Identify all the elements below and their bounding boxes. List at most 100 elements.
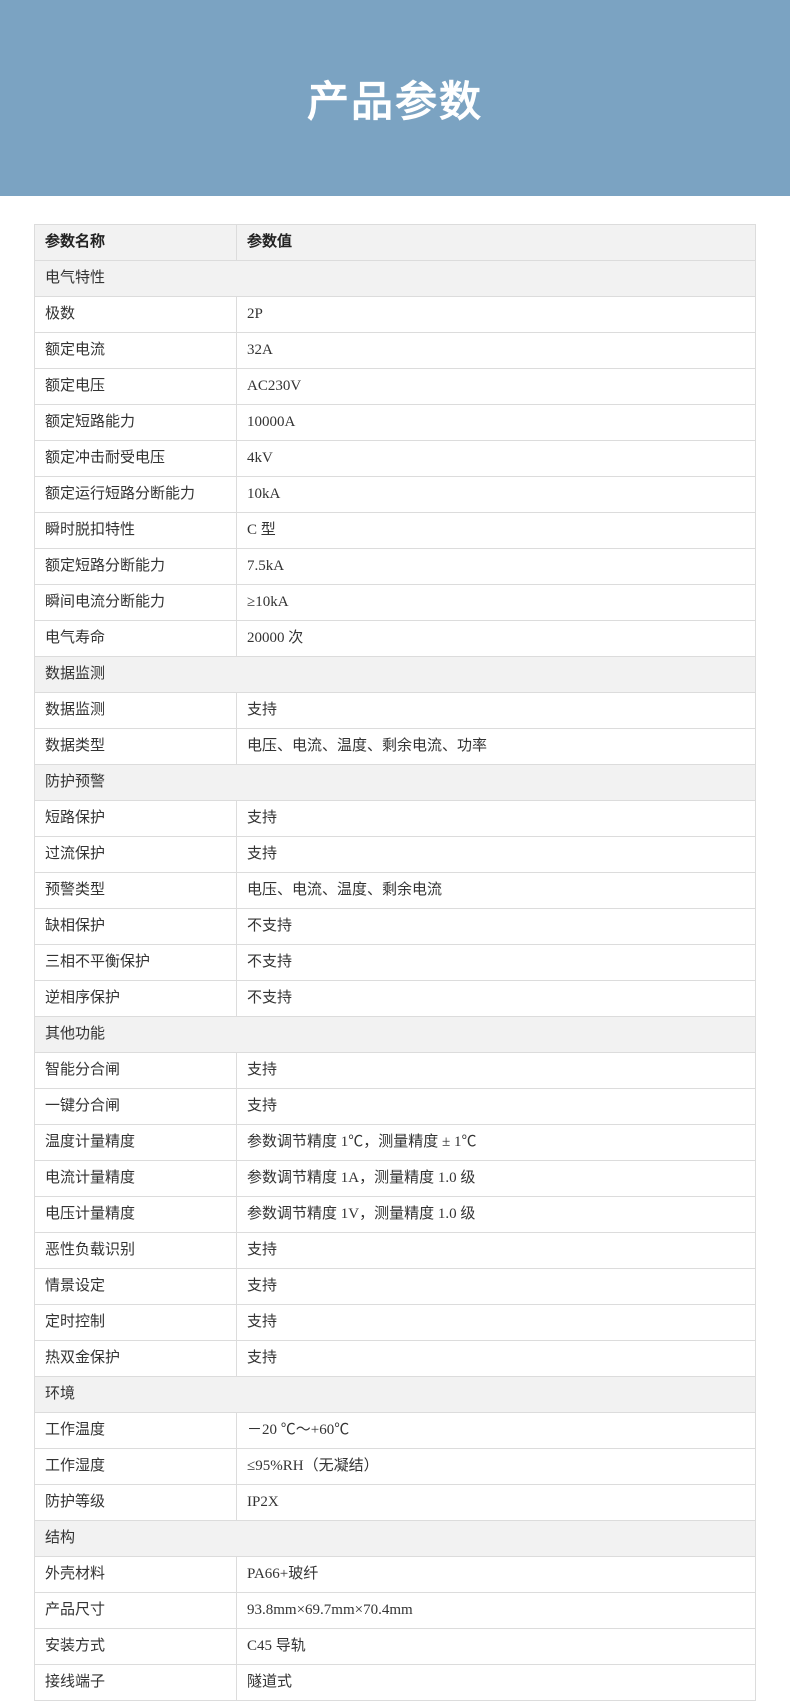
table-row: 外壳材料PA66+玻纤 [35,1557,756,1593]
param-value: ≥10kA [237,585,756,621]
param-value: －20 ℃～+60℃ [237,1413,756,1449]
section-title: 防护预警 [35,765,756,801]
table-row: 额定电流32A [35,333,756,369]
param-value: 隧道式 [237,1665,756,1701]
table-header-row: 参数名称 参数值 [35,225,756,261]
param-name: 额定电压 [35,369,237,405]
param-name: 额定冲击耐受电压 [35,441,237,477]
param-value: 支持 [237,837,756,873]
param-name: 预警类型 [35,873,237,909]
table-row: 恶性负载识别支持 [35,1233,756,1269]
param-value: 支持 [237,801,756,837]
param-name: 恶性负载识别 [35,1233,237,1269]
table-row: 瞬间电流分断能力≥10kA [35,585,756,621]
table-row: 缺相保护不支持 [35,909,756,945]
param-value: 不支持 [237,945,756,981]
param-name: 安装方式 [35,1629,237,1665]
table-row: 额定短路能力10000A [35,405,756,441]
param-name: 温度计量精度 [35,1125,237,1161]
param-name: 额定短路能力 [35,405,237,441]
param-name: 产品尺寸 [35,1593,237,1629]
param-name: 外壳材料 [35,1557,237,1593]
param-value: 支持 [237,1269,756,1305]
section-header: 电气特性 [35,261,756,297]
param-value: 参数调节精度 1V，测量精度 1.0 级 [237,1197,756,1233]
param-name: 三相不平衡保护 [35,945,237,981]
table-row: 额定运行短路分断能力10kA [35,477,756,513]
table-row: 定时控制支持 [35,1305,756,1341]
table-row: 产品尺寸93.8mm×69.7mm×70.4mm [35,1593,756,1629]
param-name: 定时控制 [35,1305,237,1341]
param-value: 电压、电流、温度、剩余电流 [237,873,756,909]
table-row: 逆相序保护不支持 [35,981,756,1017]
param-value: 4kV [237,441,756,477]
table-row: 额定冲击耐受电压4kV [35,441,756,477]
section-header: 防护预警 [35,765,756,801]
param-name: 过流保护 [35,837,237,873]
param-name: 极数 [35,297,237,333]
param-value: 93.8mm×69.7mm×70.4mm [237,1593,756,1629]
param-value: 支持 [237,1341,756,1377]
table-row: 热双金保护支持 [35,1341,756,1377]
table-row: 安装方式C45 导轨 [35,1629,756,1665]
col-header-name: 参数名称 [35,225,237,261]
param-value: ≤95%RH（无凝结） [237,1449,756,1485]
table-row: 智能分合闸支持 [35,1053,756,1089]
param-name: 缺相保护 [35,909,237,945]
param-value: IP2X [237,1485,756,1521]
section-title: 数据监测 [35,657,756,693]
banner: 产品参数 [0,0,790,196]
param-name: 接线端子 [35,1665,237,1701]
param-value: 不支持 [237,909,756,945]
param-value: 支持 [237,693,756,729]
param-name: 额定短路分断能力 [35,549,237,585]
param-name: 数据类型 [35,729,237,765]
param-value: 支持 [237,1089,756,1125]
param-name: 电流计量精度 [35,1161,237,1197]
param-value: 支持 [237,1053,756,1089]
param-name: 电压计量精度 [35,1197,237,1233]
param-name: 工作湿度 [35,1449,237,1485]
param-name: 一键分合闸 [35,1089,237,1125]
section-header: 其他功能 [35,1017,756,1053]
param-value: 支持 [237,1233,756,1269]
param-value: 支持 [237,1305,756,1341]
table-row: 过流保护支持 [35,837,756,873]
param-value: 10000A [237,405,756,441]
section-title: 电气特性 [35,261,756,297]
param-value: 参数调节精度 1℃，测量精度 ± 1℃ [237,1125,756,1161]
table-row: 电压计量精度参数调节精度 1V，测量精度 1.0 级 [35,1197,756,1233]
param-name: 电气寿命 [35,621,237,657]
section-header: 结构 [35,1521,756,1557]
param-value: 参数调节精度 1A，测量精度 1.0 级 [237,1161,756,1197]
param-name: 额定电流 [35,333,237,369]
param-value: AC230V [237,369,756,405]
table-row: 数据监测支持 [35,693,756,729]
param-name: 热双金保护 [35,1341,237,1377]
param-value: 7.5kA [237,549,756,585]
param-value: 不支持 [237,981,756,1017]
param-name: 防护等级 [35,1485,237,1521]
param-name: 瞬间电流分断能力 [35,585,237,621]
page-title: 产品参数 [307,68,483,129]
param-value: 32A [237,333,756,369]
param-name: 瞬时脱扣特性 [35,513,237,549]
table-row: 短路保护支持 [35,801,756,837]
table-row: 工作湿度≤95%RH（无凝结） [35,1449,756,1485]
table-row: 温度计量精度参数调节精度 1℃，测量精度 ± 1℃ [35,1125,756,1161]
param-value: C 型 [237,513,756,549]
table-row: 情景设定支持 [35,1269,756,1305]
param-value: C45 导轨 [237,1629,756,1665]
param-value: 10kA [237,477,756,513]
param-value: 20000 次 [237,621,756,657]
table-row: 极数2P [35,297,756,333]
table-row: 额定短路分断能力7.5kA [35,549,756,585]
table-row: 三相不平衡保护不支持 [35,945,756,981]
param-name: 逆相序保护 [35,981,237,1017]
section-header: 数据监测 [35,657,756,693]
param-value: PA66+玻纤 [237,1557,756,1593]
table-row: 预警类型电压、电流、温度、剩余电流 [35,873,756,909]
spec-table-container: 参数名称 参数值 电气特性极数2P额定电流32A额定电压AC230V额定短路能力… [0,196,790,1701]
spec-table: 参数名称 参数值 电气特性极数2P额定电流32A额定电压AC230V额定短路能力… [34,224,756,1701]
table-row: 接线端子隧道式 [35,1665,756,1701]
